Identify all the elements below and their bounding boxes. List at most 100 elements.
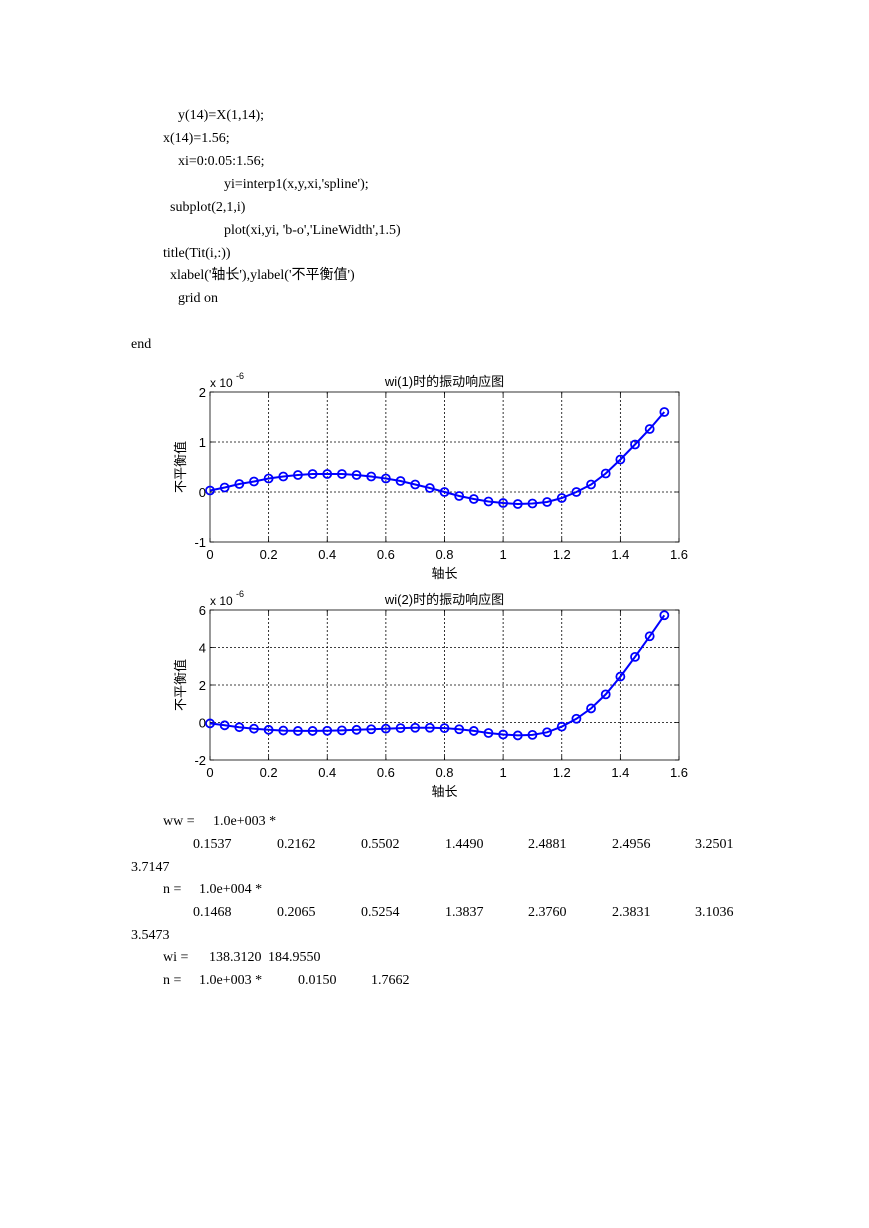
data-point [278, 725, 289, 736]
x-tick-label: 1.2 [553, 547, 571, 562]
n1-value: 1.3837 [445, 905, 484, 920]
ww-value: 0.2162 [277, 837, 316, 852]
data-point [556, 493, 567, 503]
data-point [600, 468, 611, 479]
code-line-9: grid on [178, 291, 219, 306]
data-point [380, 723, 391, 734]
n1-value: 2.3760 [528, 905, 567, 920]
series-line [209, 411, 666, 506]
ww-value: 3.2501 [695, 837, 734, 852]
data-point [600, 689, 611, 700]
data-point [219, 720, 230, 731]
data-point [263, 724, 274, 735]
data-point [468, 494, 479, 504]
x-tick-label: 0.2 [260, 765, 278, 780]
x-tick-label: 1 [500, 765, 507, 780]
x-tick-label: 0.6 [377, 547, 395, 562]
scale-exponent: -6 [236, 371, 244, 381]
ww-value: 0.5502 [361, 837, 400, 852]
y-axis-label: 不平衡值 [173, 659, 188, 711]
n1-value: 3.1036 [695, 905, 734, 920]
data-point [556, 721, 567, 732]
y-axis-label: 不平衡值 [173, 441, 188, 493]
n1-last-value: 3.5473 [131, 928, 170, 943]
data-point [351, 724, 362, 735]
ww-value: 2.4881 [528, 837, 567, 852]
data-point [219, 482, 230, 493]
data-point [205, 718, 215, 729]
ww-label: ww = [163, 814, 195, 829]
data-point [454, 491, 465, 501]
y-tick-label: 2 [199, 385, 206, 400]
data-point [527, 498, 538, 509]
x-tick-label: 1.6 [670, 765, 688, 780]
n2-scale: 1.0e+003 * [199, 973, 263, 988]
data-point [410, 479, 421, 490]
plot-area [210, 610, 679, 760]
n1-scale: 1.0e+004 * [199, 882, 263, 897]
y-tick-label: -2 [194, 753, 206, 768]
data-point [483, 728, 494, 738]
ww-value: 0.1537 [193, 837, 232, 852]
data-point [630, 651, 640, 662]
x-tick-label: 0.8 [435, 765, 453, 780]
data-point [293, 726, 303, 736]
n1-value: 0.2065 [277, 905, 316, 920]
n1-value: 0.1468 [193, 905, 232, 920]
x-tick-label: 1.2 [553, 765, 571, 780]
chart-title: wi(2)时的振动响应图 [384, 592, 504, 607]
code-line-8: xlabel('轴长'),ylabel('不平衡值') [170, 268, 355, 283]
data-point [424, 722, 435, 733]
n2-value-1: 0.0150 [298, 973, 337, 988]
x-tick-label: 1.4 [611, 547, 629, 562]
code-line-1: y(14)=X(1,14); [178, 108, 265, 123]
wi-value-1: 138.3120 [209, 950, 262, 965]
code-line-5: subplot(2,1,i) [170, 200, 246, 215]
y-tick-label: 0 [199, 485, 206, 500]
data-point [278, 471, 289, 482]
x-tick-label: 0.6 [377, 765, 395, 780]
data-point [527, 729, 538, 740]
data-point [615, 454, 626, 465]
y-tick-label: 6 [199, 603, 206, 618]
data-point [307, 726, 318, 736]
x-tick-label: 1.6 [670, 547, 688, 562]
data-point [366, 471, 377, 482]
x-tick-label: 1.4 [611, 765, 629, 780]
y-tick-label: 1 [199, 435, 206, 450]
y-tick-label: -1 [194, 535, 206, 550]
code-line-end: end [131, 337, 152, 352]
wi-value-2: 184.9550 [268, 950, 321, 965]
data-point [234, 479, 245, 489]
data-point [307, 469, 318, 479]
scale-exponent: -6 [236, 589, 244, 599]
data-point [293, 470, 303, 480]
data-point [586, 479, 596, 490]
n1-label: n = [163, 882, 182, 897]
data-point [512, 499, 523, 509]
data-point [498, 498, 509, 508]
axes-frame [209, 609, 680, 761]
n1-value: 2.3831 [612, 905, 651, 920]
data-point [263, 473, 274, 484]
chart-title: wi(1)时的振动响应图 [384, 374, 504, 389]
y-tick-label: 2 [199, 678, 206, 693]
code-line-3: xi=0:0.05:1.56; [178, 154, 265, 169]
data-point [468, 726, 479, 736]
data-point [380, 473, 391, 484]
data-point [410, 722, 421, 733]
ww-value: 1.4490 [445, 837, 484, 852]
data-point [571, 713, 582, 724]
data-point [454, 724, 465, 735]
x-axis-label: 轴长 [431, 784, 457, 799]
data-point [439, 487, 450, 497]
x-tick-label: 0.4 [318, 547, 336, 562]
wi-label: wi = [163, 950, 189, 965]
code-line-7: title(Tit(i,:)) [163, 246, 231, 261]
data-point [205, 485, 215, 496]
ww-value: 2.4956 [612, 837, 651, 852]
data-point [366, 724, 377, 735]
scale-label: x 10 [210, 376, 233, 390]
data-point [542, 727, 552, 738]
x-tick-label: 1 [500, 547, 507, 562]
